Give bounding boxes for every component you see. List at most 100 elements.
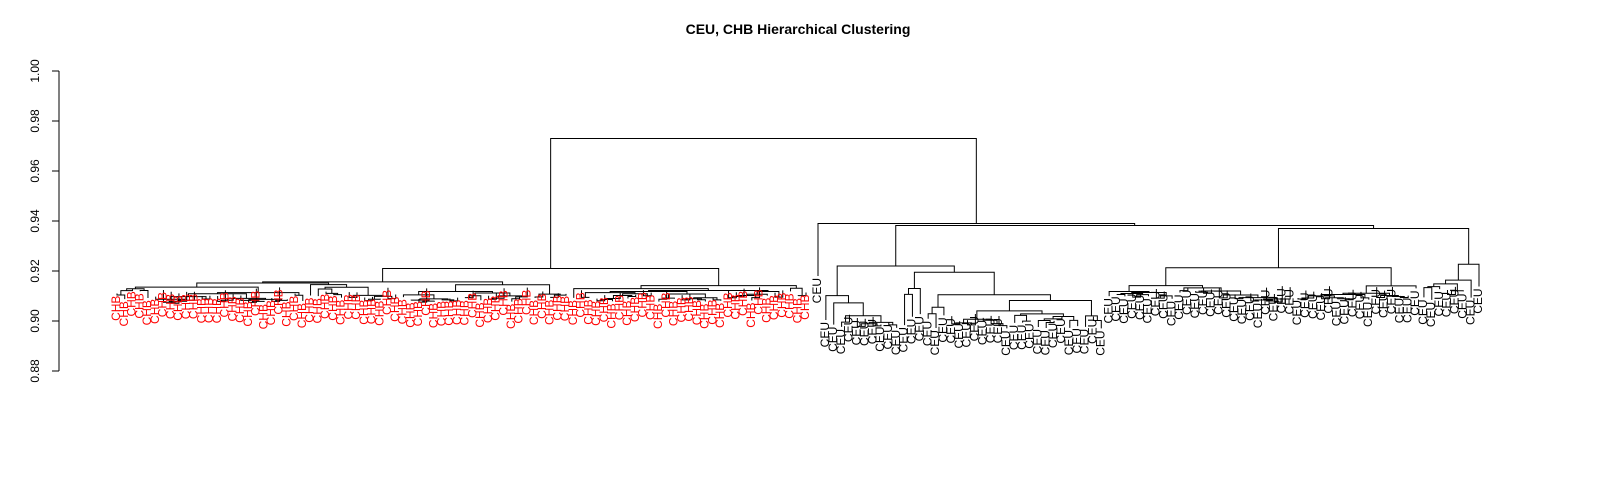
leaf-label: CHB xyxy=(659,292,673,317)
leaf-label: CEU xyxy=(936,317,950,342)
leaf-label: CEU xyxy=(1448,289,1462,314)
dendrogram-branch xyxy=(1391,286,1405,298)
dendrogram-branch xyxy=(1020,313,1064,317)
leaf-label: CHB xyxy=(589,301,603,326)
leaf-label: CEU xyxy=(1038,330,1052,355)
leaf-label: CHB xyxy=(156,292,170,317)
y-axis: 0.88 0.90 0.92 0.94 0.96 0.98 1.00 xyxy=(28,59,60,383)
leaf-label: CHB xyxy=(728,294,742,319)
leaf-label: CEU xyxy=(1306,294,1320,319)
dendrogram-branch xyxy=(658,290,668,302)
leaf-label: CHB xyxy=(380,290,394,315)
leaf-label: CEU xyxy=(1416,299,1430,324)
leaf-label: CHB xyxy=(783,293,797,318)
leaf-label: CEU xyxy=(842,317,856,342)
leaf-label: CHB xyxy=(481,298,495,323)
dendrogram-branch xyxy=(580,290,590,298)
leaf-label: CHB xyxy=(667,301,681,326)
leaf-label: CHB xyxy=(117,301,131,326)
leaf-label: CHB xyxy=(465,293,479,318)
dendrogram-branch xyxy=(642,290,652,297)
leaf-label: CHB xyxy=(109,296,123,321)
dendrogram-branch xyxy=(325,291,339,295)
leaf-label: CHB xyxy=(597,297,611,322)
leaf-label: CHB xyxy=(705,299,719,324)
leaf-label: CEU xyxy=(1031,329,1045,354)
leaf-label: CEU xyxy=(1282,289,1296,314)
dendrogram-branch xyxy=(410,299,430,302)
dendrogram-branch xyxy=(217,290,226,302)
leaf-label: CEU xyxy=(1251,303,1265,328)
leaf-label: CHB xyxy=(519,290,533,315)
leaf-label: CEU xyxy=(1274,288,1288,313)
dendrogram-branch xyxy=(464,290,474,299)
leaf-label: CEU xyxy=(1377,293,1391,318)
leaf-label: CHB xyxy=(341,294,355,319)
dendrogram-branch xyxy=(294,293,304,301)
leaf-label: CHB xyxy=(790,298,804,323)
leaf-label: CEU xyxy=(1471,288,1485,313)
dendrogram-branch xyxy=(1085,315,1098,327)
leaf-label: CEU xyxy=(1400,298,1414,323)
leaf-label: CEU xyxy=(1235,299,1249,324)
leaf-label: CHB xyxy=(233,298,247,323)
leaf-label: CHB xyxy=(450,300,464,325)
y-tick-label: 0.94 xyxy=(28,209,42,233)
leaf-label: CEU xyxy=(1164,301,1178,326)
leaf-label: CEU xyxy=(1243,296,1257,321)
leaf-label: CHB xyxy=(372,301,386,326)
leaf-label: CHB xyxy=(721,292,735,317)
leaf-label: CHB xyxy=(643,295,657,320)
leaf-label: CHB xyxy=(318,294,332,319)
leaf-label: CHB xyxy=(527,300,541,325)
leaf-label: CEU xyxy=(826,327,840,352)
dendrogram-branches xyxy=(116,138,1480,329)
dendrogram-branch xyxy=(841,314,850,327)
leaf-label: CHB xyxy=(690,300,704,325)
dendrogram-branch xyxy=(600,299,613,302)
leaf-label: CHB xyxy=(163,294,177,319)
leaf-label: CHB xyxy=(202,298,216,323)
leaf-label: CHB xyxy=(310,298,324,323)
leaf-label: CEU xyxy=(857,321,871,346)
leaf-label: CEU xyxy=(1330,301,1344,326)
leaf-label: CHB xyxy=(489,295,503,320)
leaf-label: CHB xyxy=(403,302,417,327)
leaf-label: CEU xyxy=(1322,288,1336,313)
y-tick-label: 0.92 xyxy=(28,259,42,283)
leaf-label: CEU xyxy=(1463,300,1477,325)
leaf-label: CEU xyxy=(1314,295,1328,320)
leaf-label: CHB xyxy=(132,293,146,318)
leaf-label: CHB xyxy=(713,303,727,328)
y-tick-label: 0.90 xyxy=(28,309,42,333)
y-tick-label: 0.96 xyxy=(28,159,42,183)
dendrogram-branch xyxy=(134,286,259,293)
leaf-label: CHB xyxy=(550,295,564,320)
chart-title: CEU, CHB Hierarchical Clustering xyxy=(686,21,911,37)
dendrogram-branch xyxy=(746,293,768,296)
leaf-label: CHB xyxy=(427,303,441,328)
leaf-label: CHB xyxy=(752,289,766,314)
dendrogram-branch xyxy=(1277,228,1470,268)
dendrogram-branch xyxy=(419,298,449,301)
leaf-label: CHB xyxy=(535,293,549,318)
leaf-label: CEU xyxy=(897,327,911,352)
leaf-label: CEU xyxy=(1149,291,1163,316)
leaf-label: CHB xyxy=(744,302,758,327)
leaf-label: CHB xyxy=(628,297,642,322)
leaf-label: CHB xyxy=(225,296,239,321)
leaf-label: CEU xyxy=(834,329,848,354)
leaf-label: CHB xyxy=(504,304,518,329)
leaf-label: CHB xyxy=(326,295,340,320)
dendrogram-branch xyxy=(1183,287,1222,292)
leaf-label: CHB xyxy=(295,303,309,328)
y-tick-label: 0.88 xyxy=(28,359,42,383)
leaf-label: CEU xyxy=(1424,302,1438,327)
leaf-label: CEU xyxy=(1172,294,1186,319)
dendrogram-branch xyxy=(1116,293,1126,297)
leaf-labels: CHBCHBCHBCHBCHBCHBCHBCHBCHBCHBCHBCHBCHBC… xyxy=(109,278,1485,356)
leaf-label: CHB xyxy=(171,295,185,320)
dendrogram-branch xyxy=(1365,285,1417,294)
leaf-label: CHB xyxy=(194,298,208,323)
